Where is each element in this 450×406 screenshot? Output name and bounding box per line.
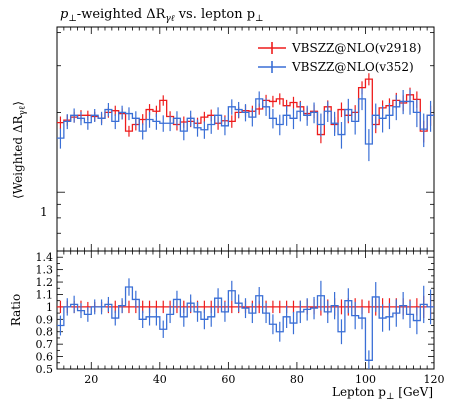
ratio-y-axis-label: Ratio — [9, 294, 23, 326]
main-panel: 1 VBSZZ@NLO(v2918) VBSZZ@NLO(v352) — [40, 26, 435, 252]
ratio-y-tick-label: 0.7 — [36, 338, 54, 351]
x-tick-label: 100 — [355, 373, 376, 386]
main-series-VBSZZ@NLO(v352) — [57, 88, 434, 162]
ratio-y-tick-label: 1.4 — [36, 251, 54, 264]
ratio-step-line — [57, 286, 434, 361]
main-y-ticks — [57, 32, 434, 252]
ratio-y-tick-label: 0.6 — [36, 351, 54, 364]
ratio-y-tick-label: 1.1 — [36, 288, 54, 301]
legend-label-v2918: VBSZZ@NLO(v2918) — [291, 41, 421, 55]
ratio-panel: 20 40 60 80 100 120 0.50.60.70.80.911.11.21.3… — [36, 250, 445, 386]
ratio-series-group — [57, 278, 434, 369]
x-axis-label: Lepton p⊥ [GeV] — [332, 385, 433, 402]
main-y-tick-label-1: 1 — [40, 205, 48, 219]
main-series-group — [57, 73, 434, 162]
main-y-axis-label: ⟨Weighted ΔRγℓ⟩ — [11, 101, 28, 199]
x-tick-label: 120 — [424, 373, 445, 386]
ratio-y-tick-label: 0.5 — [36, 363, 54, 376]
legend-label-v352: VBSZZ@NLO(v352) — [291, 60, 414, 74]
legend-item-v352: VBSZZ@NLO(v352) — [258, 60, 414, 74]
x-tick-label: 40 — [153, 373, 167, 386]
x-tick-label: 20 — [84, 373, 98, 386]
legend: VBSZZ@NLO(v2918) VBSZZ@NLO(v352) — [258, 41, 421, 74]
ratio-y-tick-label: 1.3 — [36, 264, 54, 277]
ratio-y-tick-label: 1.2 — [36, 276, 54, 289]
ratio-y-tick-label: 1 — [46, 301, 53, 314]
x-tick-label: 80 — [290, 373, 304, 386]
main-x-ticks — [56, 27, 435, 251]
ratio-x-ticks: 20 40 60 80 100 120 — [56, 251, 445, 386]
chart-title: p⊥-weighted ΔRγℓ vs. lepton p⊥ — [60, 7, 264, 24]
ratio-panel-frame — [56, 250, 435, 370]
ratio-y-tick-label: 0.8 — [36, 326, 54, 339]
ratio-y-tick-label: 0.9 — [36, 313, 54, 326]
ratio-series-VBSZZ@NLO(v352) — [57, 278, 434, 369]
legend-item-v2918: VBSZZ@NLO(v2918) — [258, 41, 421, 55]
ratio-y-ticks: 0.50.60.70.80.911.11.21.31.4 — [36, 251, 434, 376]
x-tick-label: 60 — [221, 373, 235, 386]
